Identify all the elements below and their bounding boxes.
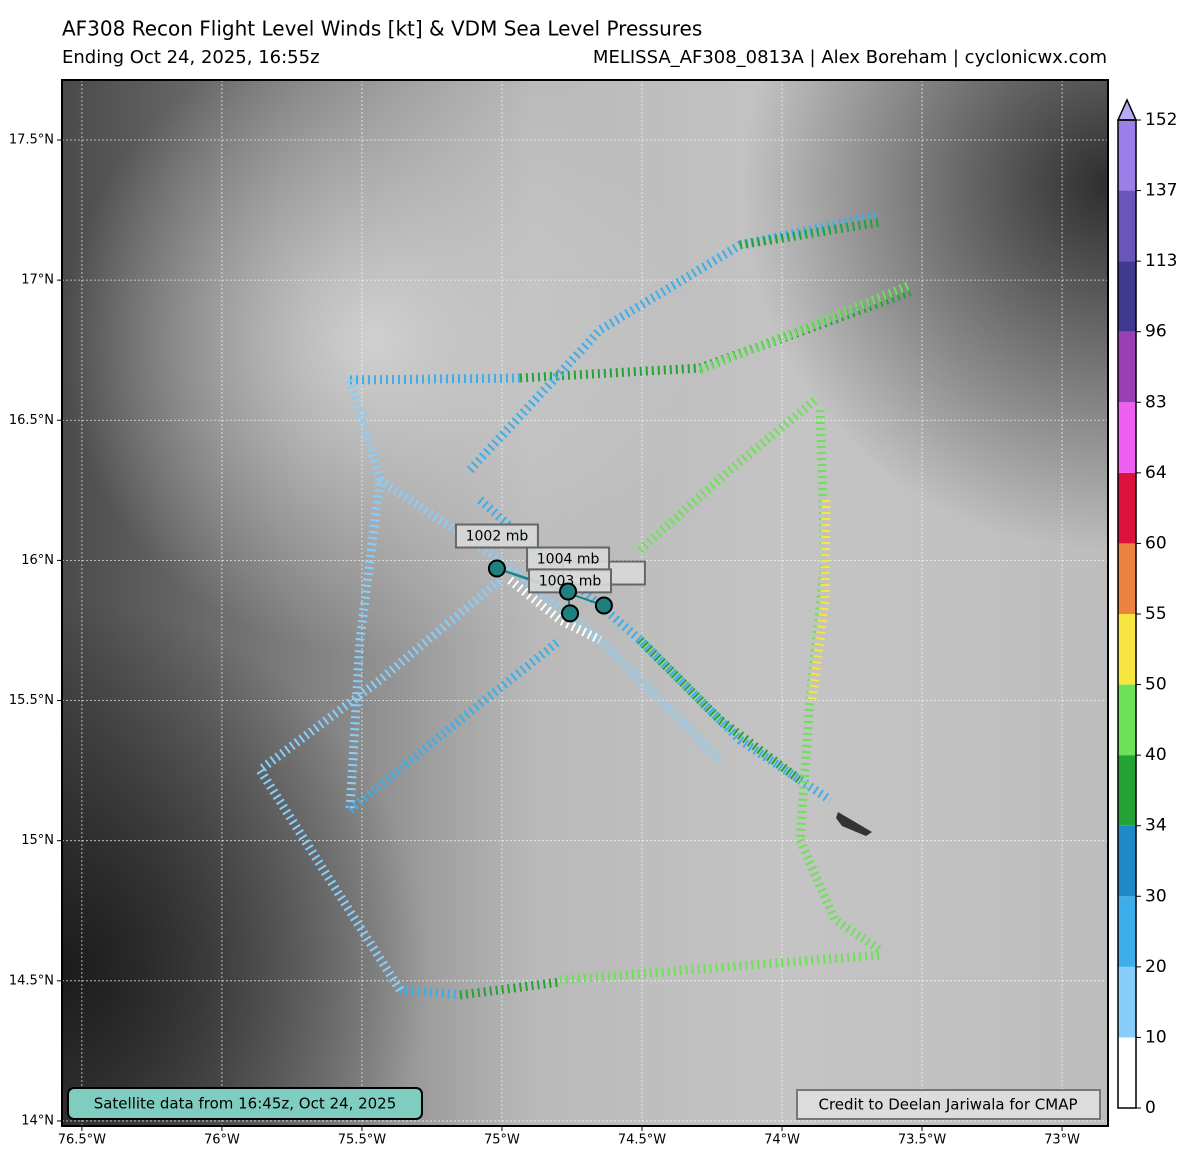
colorbar-tick-label: 83 bbox=[1145, 392, 1167, 412]
y-tick-label: 17.5°N bbox=[9, 132, 54, 147]
y-tick-label: 15.5°N bbox=[9, 693, 54, 708]
x-tick-label: 73°W bbox=[1044, 1133, 1080, 1148]
colorbar-segment bbox=[1118, 684, 1136, 756]
colorbar-segment bbox=[1118, 896, 1136, 967]
axes: 76.5°W 76°W 75.5°W 75°W 74.5°W 74°W 73.5°W 73°W… bbox=[9, 132, 1080, 1147]
pressure-label-box bbox=[454, 523, 539, 549]
colorbar-tick-label: 20 bbox=[1145, 957, 1167, 977]
source: MELISSA_AF308_0813A | Alex Boreham | cyc… bbox=[593, 47, 1107, 68]
track bbox=[637, 396, 818, 554]
colorbar-tick-label: 30 bbox=[1145, 886, 1167, 906]
colorbar-tick-label: 152 bbox=[1145, 110, 1177, 130]
colorbar-tick-label: 10 bbox=[1145, 1027, 1167, 1047]
pressure-point bbox=[487, 559, 506, 578]
colorbar-segment bbox=[1118, 755, 1136, 826]
colorbar-tick-label: 0 bbox=[1145, 1098, 1156, 1118]
colorbar-segment bbox=[1118, 1037, 1136, 1108]
x-tick-label: 74.5°W bbox=[618, 1133, 666, 1148]
subtitle: Ending Oct 24, 2025, 16:55z bbox=[62, 47, 320, 68]
satellite-note-box bbox=[67, 1087, 423, 1120]
track bbox=[349, 373, 521, 385]
pressure-point bbox=[559, 582, 578, 601]
colorbar-tick-label: 55 bbox=[1145, 604, 1167, 624]
colorbar-segment bbox=[1118, 402, 1136, 473]
y-tick-label: 14.5°N bbox=[9, 973, 54, 988]
colorbar-segment bbox=[1118, 614, 1136, 685]
map-frame bbox=[61, 79, 1109, 1127]
clear-sky bbox=[62, 80, 1108, 1126]
pressure-point bbox=[561, 604, 580, 623]
y-tick-label: 14°N bbox=[21, 1113, 54, 1128]
x-tick-label: 75.5°W bbox=[338, 1133, 386, 1148]
track bbox=[636, 636, 803, 784]
credit-box bbox=[796, 1089, 1101, 1120]
pressure-label: 1003 mb bbox=[539, 573, 602, 589]
colorbar-segment bbox=[1118, 825, 1136, 897]
pressure-point bbox=[594, 596, 613, 615]
y-tick-label: 16.5°N bbox=[9, 413, 54, 428]
y-tick-label: 15°N bbox=[21, 833, 54, 848]
track bbox=[399, 985, 461, 1000]
track bbox=[477, 496, 833, 804]
x-tick-label: 76°W bbox=[204, 1133, 240, 1148]
colorbar-segment bbox=[1118, 543, 1136, 614]
y-tick-label: 16°N bbox=[21, 553, 54, 568]
colorbar-tick-label: 60 bbox=[1145, 533, 1167, 553]
pressure-label: 1004 mb bbox=[537, 552, 600, 568]
track bbox=[795, 409, 830, 841]
track bbox=[466, 210, 881, 474]
colorbar-segment bbox=[1118, 190, 1136, 262]
credit: Credit to Deelan Jariwala for CMAP bbox=[819, 1096, 1078, 1114]
track bbox=[377, 476, 724, 764]
y-tick-label: 17°N bbox=[21, 273, 54, 288]
x-tick-label: 73.5°W bbox=[898, 1133, 946, 1148]
satellite-note: Satellite data from 16:45z, Oct 24, 2025 bbox=[94, 1095, 397, 1113]
pressure-points: 1002 mb 1004 mb 1003 mb bbox=[454, 523, 646, 623]
colorbar-tick-label: 137 bbox=[1145, 181, 1177, 201]
colorbar-segment bbox=[1118, 472, 1136, 544]
colorbar-tick-label: 40 bbox=[1145, 745, 1167, 765]
colorbar-tick-label: 96 bbox=[1145, 322, 1167, 342]
aircraft-icon bbox=[836, 812, 872, 836]
colorbar-tick-label: 34 bbox=[1145, 816, 1167, 836]
title: AF308 Recon Flight Level Winds [kt] & VD… bbox=[62, 17, 702, 41]
pressure-label: 1002 mb bbox=[466, 529, 529, 545]
colorbar-segment bbox=[1118, 966, 1136, 1038]
track bbox=[459, 977, 561, 1000]
colorbar-segment bbox=[1118, 261, 1136, 332]
colorbar-tick-label: 50 bbox=[1145, 675, 1167, 695]
track bbox=[253, 576, 503, 993]
flight-track bbox=[253, 210, 912, 1000]
x-tick-label: 74°W bbox=[764, 1133, 800, 1148]
colorbar-tick-label: 113 bbox=[1145, 251, 1177, 271]
colorbar-tick-label: 64 bbox=[1145, 463, 1167, 483]
x-tick-label: 76.5°W bbox=[58, 1133, 106, 1148]
x-tick-label: 75°W bbox=[484, 1133, 520, 1148]
colorbar: 0 10 20 30 34 40 50 55 60 64 83 96 113 137 152 bbox=[1116, 98, 1177, 1118]
colorbar-segment bbox=[1118, 331, 1136, 403]
map-area: 1002 mb 1004 mb 1003 mb bbox=[62, 80, 1108, 1126]
track bbox=[698, 280, 912, 375]
colorbar-segment bbox=[1118, 120, 1136, 191]
colorbar-extension bbox=[1116, 98, 1138, 121]
